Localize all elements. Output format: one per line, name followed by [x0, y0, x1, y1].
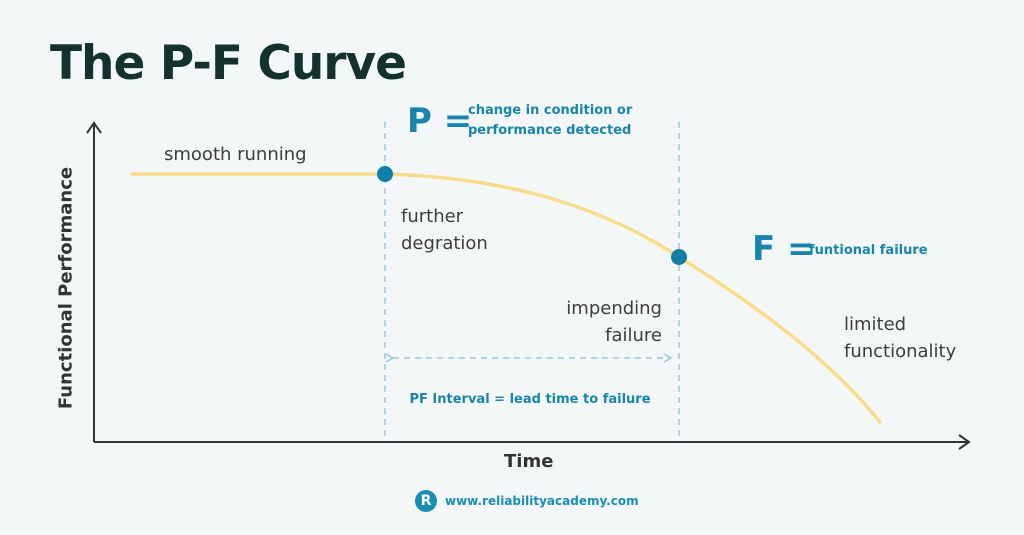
f-callout-text: funtional failure — [809, 243, 928, 258]
pf-interval-label: PF Interval = lead time to failure — [409, 392, 651, 407]
p-callout-letter: P = — [407, 101, 473, 141]
footer-url-link[interactable]: www.reliabilityacademy.com — [445, 494, 639, 508]
pf-curve-line — [130, 172, 882, 424]
footer-brand[interactable]: R www.reliabilityacademy.com — [415, 490, 639, 512]
note-further-line-2: degration — [401, 233, 488, 254]
f-point — [671, 249, 687, 265]
note-further-line-1: further — [401, 206, 464, 227]
note-limited-functionality: limited functionality — [844, 311, 956, 365]
note-further-degration: further degration — [401, 203, 488, 257]
f-callout-letter: F = — [752, 229, 816, 269]
x-axis-label: Time — [504, 451, 554, 472]
p-point — [377, 166, 393, 182]
p-callout-line-1: change in condition or — [468, 103, 633, 118]
note-impending-line-2: failure — [605, 325, 662, 346]
note-limited-line-2: functionality — [844, 341, 957, 362]
y-axis-label: Functional Performance — [55, 166, 77, 410]
p-callout-text: change in condition or performance detec… — [468, 101, 632, 141]
page-title: The P-F Curve — [50, 36, 407, 91]
note-impending-line-1: impending — [566, 298, 662, 319]
p-callout-line-2: performance detected — [468, 123, 632, 138]
y-axis-arrow-icon — [86, 121, 102, 134]
note-limited-line-1: limited — [844, 314, 907, 335]
note-impending-failure: impending failure — [560, 295, 662, 349]
note-smooth-running: smooth running — [164, 144, 307, 165]
x-axis-arrow-icon — [958, 434, 971, 450]
reliability-academy-logo-icon: R — [415, 490, 437, 512]
